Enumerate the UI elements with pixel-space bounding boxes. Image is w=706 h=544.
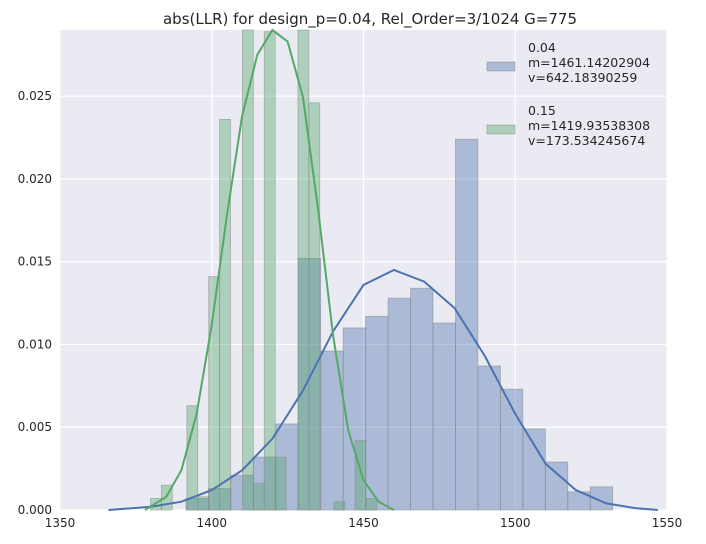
legend-label: v=642.18390259 [528, 70, 637, 85]
histogram-bar [333, 501, 346, 511]
kde-line-series-0 [108, 268, 658, 511]
histogram-bar [522, 428, 546, 511]
y-tick-label: 0.000 [18, 503, 52, 517]
chart-title: abs(LLR) for design_p=0.04, Rel_Order=3/… [163, 10, 577, 29]
kde-line-series-1 [144, 28, 395, 511]
histogram-bar [365, 315, 389, 511]
histogram-bar [432, 322, 456, 511]
x-tick-label: 1550 [652, 516, 683, 530]
x-tick-label: 1350 [45, 516, 76, 530]
legend-label: m=1419.93538308 [528, 118, 650, 133]
x-axis-ticks: 1350 1400 1450 1500 1550 [45, 516, 683, 530]
y-tick-label: 0.005 [18, 420, 52, 434]
legend-swatch [486, 124, 516, 135]
y-axis-ticks: 0.000 0.005 0.010 0.015 0.020 0.025 [18, 89, 52, 517]
x-tick-label: 1450 [348, 516, 379, 530]
y-tick-label: 0.015 [18, 255, 52, 269]
histogram-bar [186, 405, 199, 511]
histogram-bar [354, 440, 367, 511]
legend: 0.04 m=1461.14202904 v=642.183902590.15 … [486, 40, 650, 148]
histogram-bar [308, 102, 321, 511]
x-tick-label: 1500 [500, 516, 531, 530]
histogram-bar [197, 496, 210, 511]
histogram-bar [455, 138, 479, 511]
series-1-bars [150, 29, 378, 511]
histogram-bar [274, 456, 287, 511]
histogram-bar [365, 498, 378, 511]
legend-label: 0.04 [528, 40, 556, 55]
legend-label: v=173.534245674 [528, 133, 645, 148]
legend-label: m=1461.14202904 [528, 55, 650, 70]
x-tick-label: 1400 [196, 516, 227, 530]
histogram-bar [544, 461, 569, 511]
histogram-bar [252, 483, 265, 511]
kde-curves [108, 28, 658, 511]
histogram-bar [477, 365, 501, 511]
histogram-bar [263, 31, 276, 511]
legend-label: 0.15 [528, 103, 556, 118]
histogram-bar [387, 297, 411, 511]
y-tick-label: 0.010 [18, 337, 52, 351]
histogram-bar [219, 118, 231, 511]
series-0-bars [185, 138, 614, 511]
y-tick-label: 0.020 [18, 172, 52, 186]
grid-lines [59, 30, 668, 511]
histogram-bar [242, 29, 254, 511]
y-tick-label: 0.025 [18, 89, 52, 103]
histogram-bars [150, 29, 614, 511]
histogram-bar [410, 287, 434, 511]
legend-swatch [486, 61, 516, 72]
histogram-bar [160, 484, 173, 511]
